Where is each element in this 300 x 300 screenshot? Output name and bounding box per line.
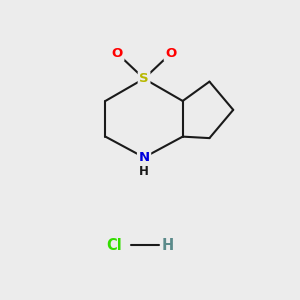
Text: O: O [165,47,176,60]
Text: S: S [139,72,149,85]
Text: N: N [139,151,150,164]
Text: H: H [139,165,149,178]
Text: Cl: Cl [106,238,122,253]
Text: H: H [162,238,174,253]
Text: O: O [112,47,123,60]
